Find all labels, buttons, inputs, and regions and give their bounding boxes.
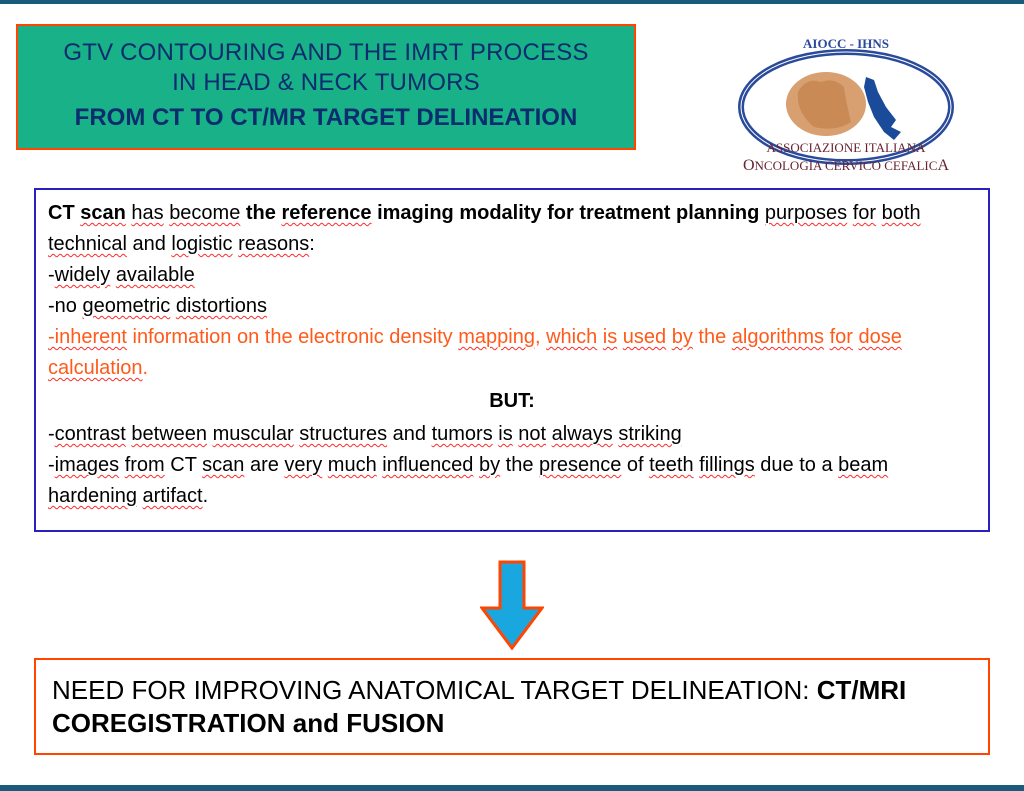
b3-for: for [830, 326, 853, 348]
b5-hardening: hardening [48, 485, 137, 507]
b3-comma: , [535, 326, 546, 348]
b3-dose: dose [859, 326, 902, 348]
arrow-wrap [0, 560, 1024, 655]
bullet-2: -no geometric distortions [48, 291, 976, 322]
b4-not: not [518, 423, 546, 445]
b3-is: is [603, 326, 617, 348]
title-line-2: FROM CT TO CT/MR TARGET DELINEATION [26, 102, 626, 134]
b3-calculation: calculation [48, 357, 143, 379]
b5-by: by [479, 454, 500, 476]
b1-dash: - [48, 264, 55, 286]
intro-logistic: logistic [171, 233, 232, 255]
title-text-a: GTV CONTOURING AND THE IMRT PROCESS [63, 39, 588, 66]
b5-t4: of [621, 454, 649, 476]
logo-name-2: ONCOLOGIA CERVICO CEFALICA [743, 157, 949, 174]
b3-used: used [623, 326, 666, 348]
b4-is: is [498, 423, 512, 445]
bullet-1: -widely available [48, 260, 976, 291]
b5-fillings: fillings [699, 454, 755, 476]
intro-reasons: reasons [238, 233, 309, 255]
b5-images: images [55, 454, 119, 476]
b4-structures: structures [299, 423, 387, 445]
b2-distortions: distortions [176, 295, 267, 317]
b5-t5: due to a [755, 454, 838, 476]
b5-presence: presence [539, 454, 621, 476]
org-logo-svg: AIOCC - IHNS ASSOCIAZIONE ITALIANA ONCOL… [696, 32, 996, 182]
intro-both: both [882, 202, 921, 224]
intro-has: has [131, 202, 163, 224]
b3-which: which [546, 326, 597, 348]
b3-algorithms: algorithms [732, 326, 824, 348]
b3-period: . [143, 357, 149, 379]
b5-t2: are [244, 454, 284, 476]
b2-dash: -no [48, 295, 82, 317]
b1-widely: widely [55, 264, 111, 286]
b4-contrast: contrast [55, 423, 126, 445]
intro-scan: scan [80, 202, 126, 224]
b4-always: always [552, 423, 613, 445]
b3-mapping: mapping [458, 326, 535, 348]
logo-name-2a: O [743, 157, 755, 174]
title-box: GTV CONTOURING AND THE IMRT PROCESS IN H… [16, 24, 636, 150]
logo-italy [864, 77, 901, 140]
logo-name-2b: NCOLOGIA CERVICO CEFALIC [755, 158, 938, 173]
intro-technical: technical [48, 233, 127, 255]
b5-t3: the [500, 454, 539, 476]
b4-tumors: tumors [432, 423, 493, 445]
b5-t1: CT [165, 454, 202, 476]
intro-b2: the [240, 202, 281, 224]
b5-artifact: artifact [143, 485, 203, 507]
b5-period: . [203, 485, 209, 507]
b5-teeth: teeth [649, 454, 693, 476]
b1-available: available [116, 264, 195, 286]
b4-muscular: muscular [213, 423, 294, 445]
logo-name-2c: A [937, 157, 949, 174]
conclusion-plain: NEED FOR IMPROVING ANATOMICAL TARGET DEL… [52, 675, 817, 705]
conclusion-box: NEED FOR IMPROVING ANATOMICAL TARGET DEL… [34, 658, 990, 755]
intro-become: become [169, 202, 240, 224]
b5-much: much [328, 454, 377, 476]
intro-b1: CT [48, 202, 80, 224]
b5-dash: - [48, 454, 55, 476]
b5-beam: beam [838, 454, 888, 476]
bullet-5: -images from CT scan are very much influ… [48, 450, 976, 512]
b3-t2: the [693, 326, 732, 348]
org-logo: AIOCC - IHNS ASSOCIAZIONE ITALIANA ONCOL… [696, 32, 996, 187]
b4-dash: - [48, 423, 55, 445]
intro-sp7: and [127, 233, 171, 255]
bullet-4: -contrast between muscular structures an… [48, 419, 976, 450]
title-line-1: GTV CONTOURING AND THE IMRT PROCESS IN H… [26, 38, 626, 98]
body-box: CT scan has become the reference imaging… [34, 188, 990, 532]
but-label: BUT: [48, 386, 976, 417]
intro-colon: : [309, 233, 315, 255]
b4-striking: striking [618, 423, 681, 445]
title-text-b: IN HEAD & NECK TUMORS [172, 69, 480, 96]
slide-frame: GTV CONTOURING AND THE IMRT PROCESS IN H… [0, 0, 1024, 791]
b5-very: very [284, 454, 322, 476]
logo-top-text: AIOCC - IHNS [803, 36, 889, 51]
b3-inherent: -inherent [48, 326, 127, 348]
intro-btail: imaging modality for treatment planning [372, 202, 760, 224]
bullet-3: -inherent information on the electronic … [48, 322, 976, 384]
b4-between: between [131, 423, 207, 445]
b3-by: by [672, 326, 693, 348]
b5-influenced: influenced [382, 454, 473, 476]
down-arrow-icon [480, 560, 544, 650]
b4-t1: and [387, 423, 431, 445]
b2-geometric: geometric [82, 295, 170, 317]
intro-for: for [853, 202, 876, 224]
intro-paragraph: CT scan has become the reference imaging… [48, 198, 976, 260]
b5-scan: scan [202, 454, 244, 476]
intro-purposes: purposes [765, 202, 847, 224]
b3-t1: information on the electronic density [127, 326, 458, 348]
intro-reference: reference [281, 202, 371, 224]
b5-from: from [125, 454, 165, 476]
logo-name-1: ASSOCIAZIONE ITALIANA [767, 140, 927, 155]
